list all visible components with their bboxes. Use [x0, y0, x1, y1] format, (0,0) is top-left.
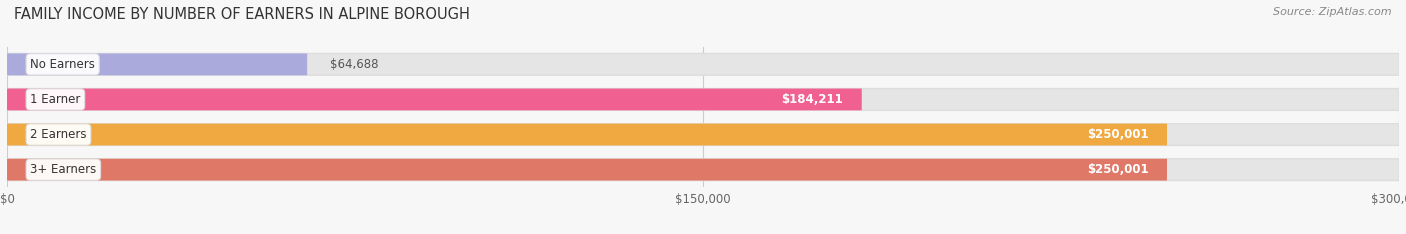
FancyBboxPatch shape — [7, 88, 862, 110]
Text: $184,211: $184,211 — [782, 93, 844, 106]
Text: 3+ Earners: 3+ Earners — [31, 163, 97, 176]
Text: 1 Earner: 1 Earner — [31, 93, 80, 106]
FancyBboxPatch shape — [7, 124, 1399, 145]
FancyBboxPatch shape — [7, 159, 1167, 181]
FancyBboxPatch shape — [7, 53, 1399, 75]
Text: 2 Earners: 2 Earners — [31, 128, 87, 141]
Text: $250,001: $250,001 — [1087, 163, 1149, 176]
Text: $64,688: $64,688 — [330, 58, 378, 71]
Text: $250,001: $250,001 — [1087, 128, 1149, 141]
FancyBboxPatch shape — [7, 159, 1399, 181]
FancyBboxPatch shape — [7, 53, 307, 75]
Text: Source: ZipAtlas.com: Source: ZipAtlas.com — [1274, 7, 1392, 17]
FancyBboxPatch shape — [7, 124, 1167, 145]
Text: FAMILY INCOME BY NUMBER OF EARNERS IN ALPINE BOROUGH: FAMILY INCOME BY NUMBER OF EARNERS IN AL… — [14, 7, 470, 22]
Text: No Earners: No Earners — [31, 58, 96, 71]
FancyBboxPatch shape — [7, 88, 1399, 110]
